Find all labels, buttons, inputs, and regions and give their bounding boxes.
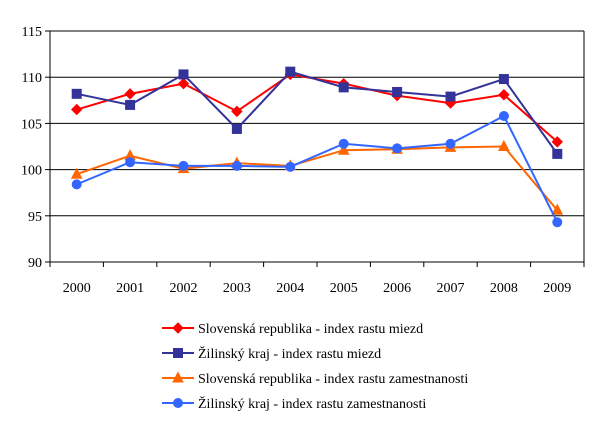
data-point-4-2001 [125,157,136,168]
series-line-3 [76,145,559,211]
series-4 [71,111,563,228]
data-point-2-2005 [338,82,349,93]
data-point-2-2009 [552,148,563,159]
data-point-3-2005 [337,143,350,155]
legend-label: Žilinský kraj - index rastu miezd [198,345,381,362]
legend-item-3: Slovenská republika - index rastu zamest… [162,371,468,387]
series-3 [70,139,564,215]
series-line-4 [76,114,559,223]
x-tick-label-2005: 2005 [330,281,358,296]
data-point-2-2000 [71,88,82,99]
data-point-2-2006 [392,86,403,97]
legend-marker-square [173,348,183,358]
axes [49,31,585,262]
data-point-3-2000 [70,167,83,179]
data-point-1-2003 [231,105,243,118]
data-point-4-2008 [498,111,509,122]
data-point-4-2000 [71,179,82,190]
legend-marker-diamond [172,322,184,334]
data-point-2-2008 [498,74,509,85]
data-point-4-2003 [231,160,242,171]
data-point-3-2009 [551,203,564,215]
data-point-4-2009 [552,217,563,228]
data-point-2-2001 [125,99,136,110]
y-axis-ticks: 90 95 100 105 110 115 [21,25,50,271]
data-point-2-2004 [285,66,296,77]
legend-marker-triangle [172,371,184,383]
x-tick-label-2002: 2002 [170,281,198,296]
x-tick-label-2003: 2003 [223,281,251,296]
legend-label: Žilinský kraj - index rastu zamestnanost… [198,395,426,412]
x-tick-label-2008: 2008 [490,281,518,296]
data-point-1-2008 [498,89,510,101]
data-point-1-2009 [551,136,564,148]
series-group [70,66,564,228]
data-point-4-2007 [445,138,456,149]
legend-marker-circle [173,398,183,408]
x-tick-label-2007: 2007 [437,281,465,296]
y-tick-label-105: 105 [21,117,42,132]
series-1 [70,68,564,148]
data-point-4-2002 [178,160,189,171]
y-tick-label-115: 115 [22,25,42,40]
legend-item-1: Slovenská republika - index rastu miezd [162,322,423,337]
legend-label: Slovenská republika - index rastu miezd [198,322,423,337]
data-point-4-2005 [338,138,349,149]
data-point-1-2002 [177,77,190,90]
data-point-2-2002 [178,69,189,80]
y-tick-label-95: 95 [28,210,42,225]
y-tick-label-110: 110 [22,71,42,86]
x-axis-ticks: 2000 2001 2002 2003 2004 2005 2006 2007 2008 2009 [49,262,585,296]
x-tick-label-2001: 2001 [116,281,144,296]
data-point-2-2003 [231,123,242,134]
legend-item-4: Žilinský kraj - index rastu zamestnanost… [162,395,426,412]
series-2 [71,66,563,159]
y-tick-label-100: 100 [21,164,42,179]
x-tick-label-2000: 2000 [63,281,91,296]
legend-label: Slovenská republika - index rastu zamest… [198,372,468,387]
x-tick-label-2006: 2006 [383,281,411,296]
data-point-4-2004 [285,161,296,172]
y-tick-label-90: 90 [28,256,42,271]
data-point-2-2007 [445,91,456,102]
x-tick-label-2004: 2004 [276,281,304,296]
legend: Slovenská republika - index rastu miezd Ž… [162,322,468,412]
series-line-2 [76,70,559,155]
data-point-3-2008 [498,139,510,151]
data-point-1-2001 [124,88,136,100]
data-point-1-2000 [70,103,83,116]
gridlines [50,30,584,263]
x-tick-label-2009: 2009 [543,281,571,296]
legend-item-2: Žilinský kraj - index rastu miezd [162,345,381,362]
data-point-4-2006 [392,143,403,154]
